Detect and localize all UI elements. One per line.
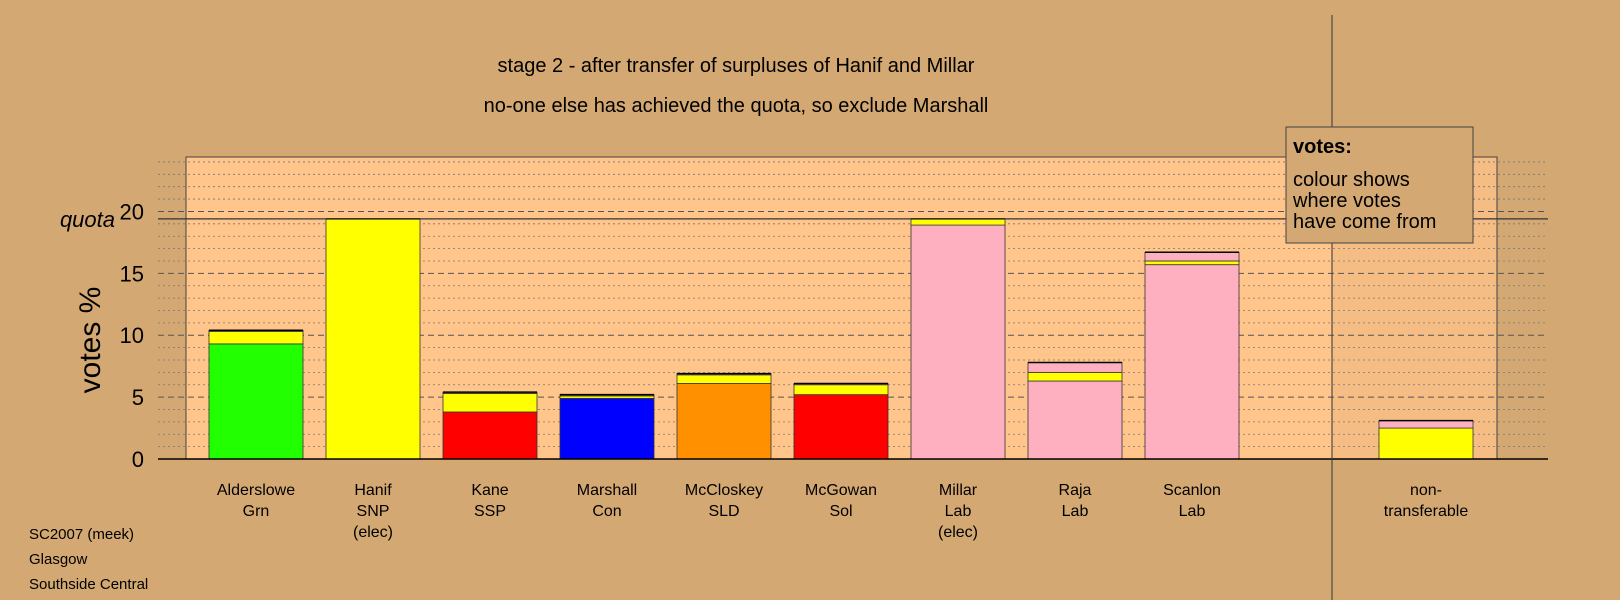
y-tick-label: 0 <box>132 447 144 472</box>
y-tick-labels: 0 5 10 15 20 <box>120 199 144 472</box>
bar-segment <box>793 394 889 460</box>
y-tick-label: 15 <box>120 261 144 286</box>
bar-segment <box>910 218 1006 226</box>
y-tick-label: 10 <box>120 323 144 348</box>
x-tick-label: Alderslowe <box>217 482 295 499</box>
bar-segment <box>442 393 538 413</box>
bar-segment <box>1027 362 1123 373</box>
bar-segment <box>676 383 772 460</box>
x-tick-label: Lab <box>1179 503 1206 520</box>
x-tick-label: Lab <box>1062 503 1089 520</box>
x-tick-label: SLD <box>708 503 739 520</box>
chart-subtitle: no-one else has achieved the quota, so e… <box>484 95 989 117</box>
x-tick-label: Sol <box>829 503 852 520</box>
x-tick-label: SSP <box>474 503 506 520</box>
bar-segment <box>325 218 421 460</box>
x-tick-label: Raja <box>1059 482 1092 499</box>
x-tick-label: (elec) <box>353 524 393 541</box>
x-tick-label: non- <box>1410 482 1442 499</box>
bar-segment <box>676 374 772 384</box>
bar-segment <box>1144 251 1240 262</box>
footer-line: Southside Central <box>29 576 148 593</box>
bar-segment <box>442 411 538 460</box>
x-tick-label: Scanlon <box>1163 482 1221 499</box>
x-tick-label: Hanif <box>354 482 392 499</box>
x-tick-label: McCloskey <box>685 482 763 499</box>
x-tick-label: Con <box>592 503 621 520</box>
bar-segment <box>208 331 304 345</box>
bars <box>208 218 1474 460</box>
y-tick-label: 5 <box>132 385 144 410</box>
legend-line: have come from <box>1293 211 1436 233</box>
bar-segment <box>910 224 1006 460</box>
x-tick-label: Kane <box>471 482 508 499</box>
footer-line: SC2007 (meek) <box>29 526 134 543</box>
x-tick-label: Grn <box>243 503 270 520</box>
quota-label: quota <box>60 207 115 232</box>
bar-segment <box>1027 371 1123 382</box>
x-tick-label: SNP <box>357 503 390 520</box>
bar-segment <box>793 384 889 396</box>
x-tick-label: Millar <box>939 482 978 499</box>
legend-box <box>1285 126 1474 244</box>
legend-line: colour shows <box>1293 169 1410 191</box>
legend-line: where votes <box>1292 190 1401 212</box>
bar-segment <box>208 343 304 460</box>
bar-segment <box>1378 420 1474 429</box>
chart-title: stage 2 - after transfer of surpluses of… <box>498 55 975 77</box>
bar-segment <box>1144 264 1240 460</box>
x-tick-label: McGowan <box>805 482 877 499</box>
y-tick-label: 20 <box>120 199 144 224</box>
x-tick-labels: Alderslowe Grn Hanif SNP (elec) Kane SSP Marsha… <box>217 482 1468 541</box>
bar-segment <box>559 397 655 460</box>
footer-line: Glasgow <box>29 551 88 568</box>
bar-segment <box>1027 380 1123 460</box>
legend: votes: colour shows where votes have com… <box>1285 126 1474 244</box>
x-tick-label: Lab <box>945 503 972 520</box>
bar-segment <box>1144 260 1240 266</box>
x-tick-label: Marshall <box>577 482 637 499</box>
y-axis-label: votes % <box>74 287 107 394</box>
x-tick-label: transferable <box>1384 503 1469 520</box>
bar-segment <box>1378 427 1474 460</box>
x-tick-label: (elec) <box>938 524 978 541</box>
legend-title: votes: <box>1293 136 1352 158</box>
footer: SC2007 (meek) Glasgow Southside Central <box>29 526 148 593</box>
